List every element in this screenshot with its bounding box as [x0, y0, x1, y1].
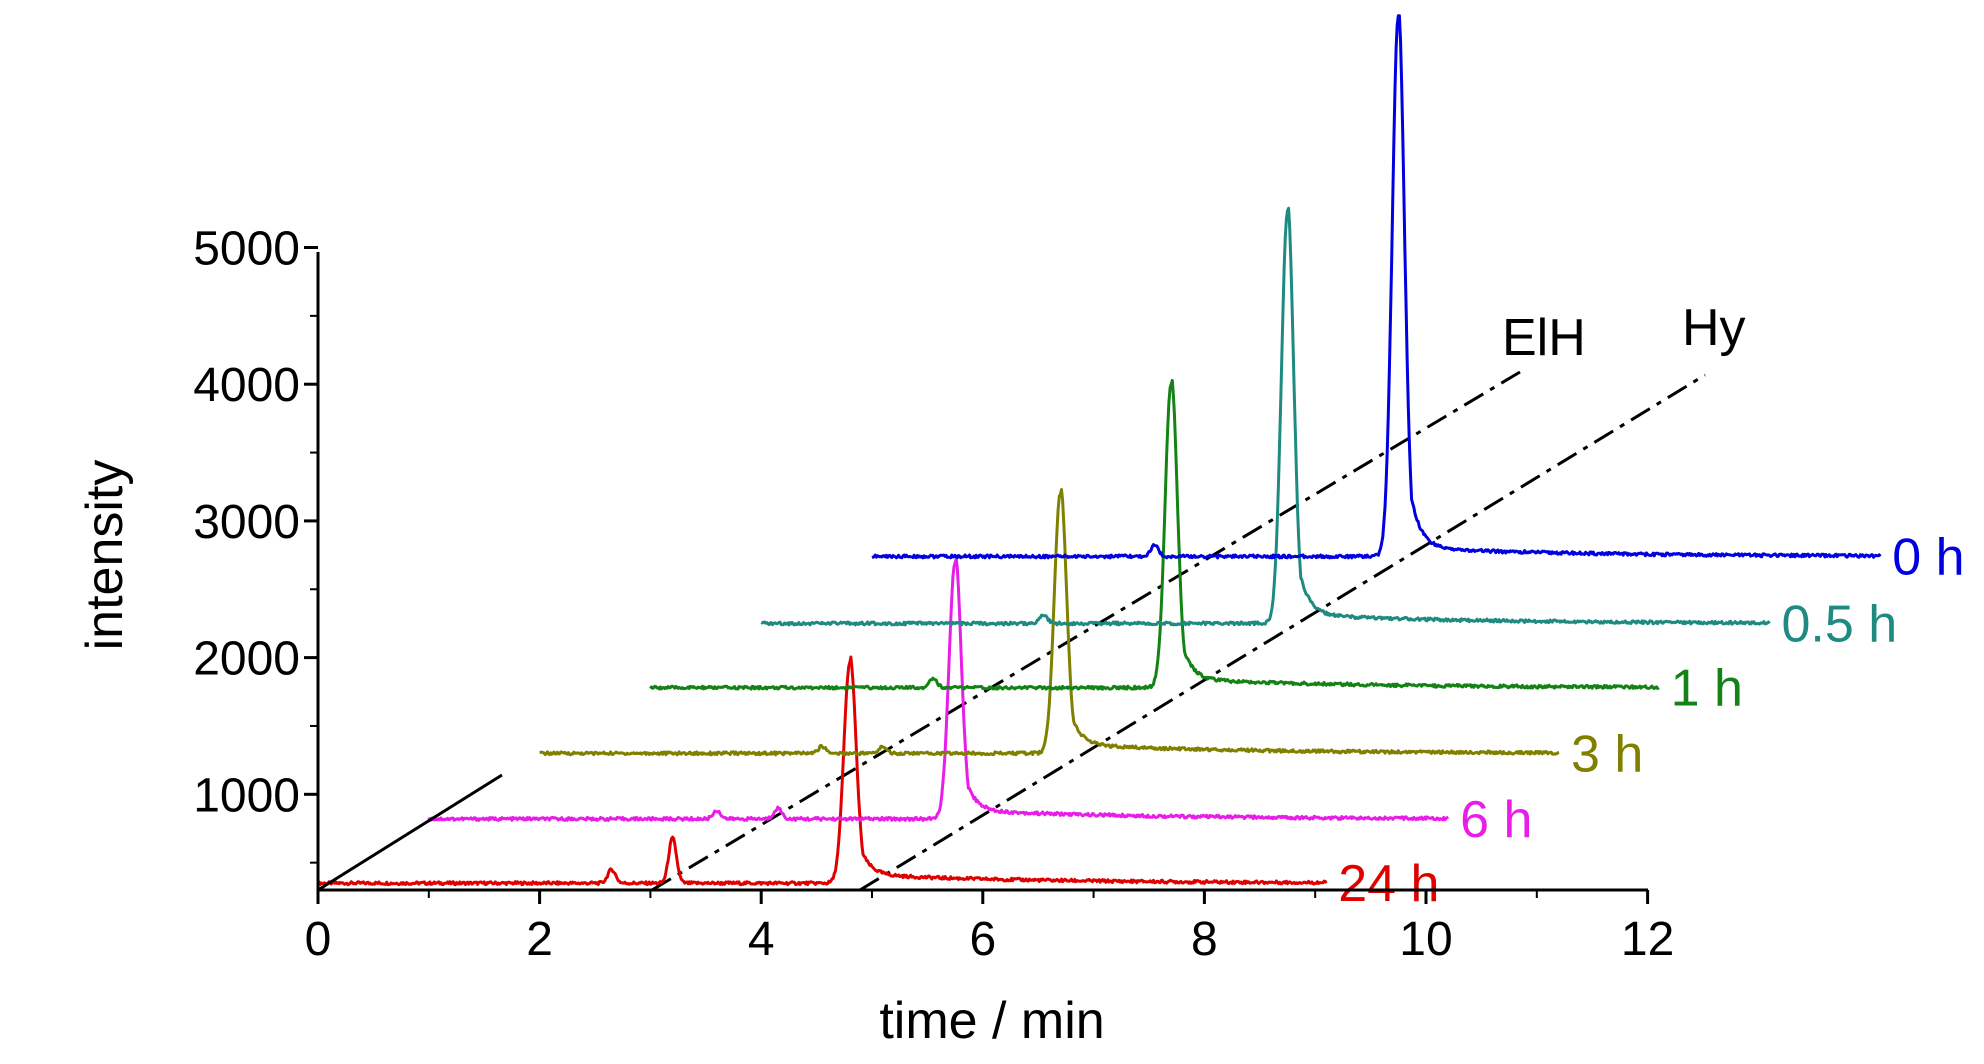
series-label: 3 h — [1571, 725, 1643, 783]
peak-label-elh: ElH — [1502, 309, 1586, 367]
y-tick-label: 3000 — [193, 496, 300, 549]
series-label: 24 h — [1338, 855, 1439, 913]
chart-labels: time / min intensity ElH Hy — [76, 299, 1746, 1050]
depth-axis-line — [317, 773, 503, 892]
x-tick-label: 10 — [1399, 913, 1452, 966]
x-tick-label: 6 — [969, 913, 996, 966]
x-tick-label: 12 — [1621, 913, 1674, 966]
y-axis-label: intensity — [76, 460, 134, 651]
x-tick-label: 0 — [305, 913, 332, 966]
axes — [316, 252, 1648, 892]
y-tick-label: 4000 — [193, 359, 300, 412]
series-trace-3h — [539, 488, 1560, 757]
axis-ticks: 0 2 4 6 8 10 12 1000 2000 3000 4000 5000 — [193, 223, 1674, 966]
series-label: 0 h — [1892, 528, 1964, 586]
x-tick-label: 4 — [748, 913, 775, 966]
x-tick-label: 8 — [1191, 913, 1218, 966]
series-trace-6h — [427, 557, 1450, 822]
series-label: 1 h — [1671, 660, 1743, 718]
y-tick-label: 5000 — [193, 223, 300, 276]
y-tick-label: 2000 — [193, 633, 300, 686]
series-trace-0.5h — [760, 206, 1771, 627]
series-traces: 24 h 6 h 3 h 1 h 0.5 h 0 h — [316, 14, 1965, 913]
guide-line-hy — [859, 373, 1706, 892]
series-trace-0h — [871, 14, 1882, 560]
guide-line-elh — [651, 370, 1521, 892]
y-tick-label: 1000 — [193, 769, 300, 822]
x-axis-label: time / min — [879, 992, 1104, 1050]
x-tick-label: 2 — [526, 913, 553, 966]
series-label: 0.5 h — [1781, 595, 1897, 653]
series-trace-1h — [649, 378, 1660, 691]
guide-lines — [651, 370, 1706, 892]
peak-label-hy: Hy — [1682, 299, 1746, 357]
series-label: 6 h — [1460, 791, 1532, 849]
series-trace-24h — [316, 655, 1328, 887]
